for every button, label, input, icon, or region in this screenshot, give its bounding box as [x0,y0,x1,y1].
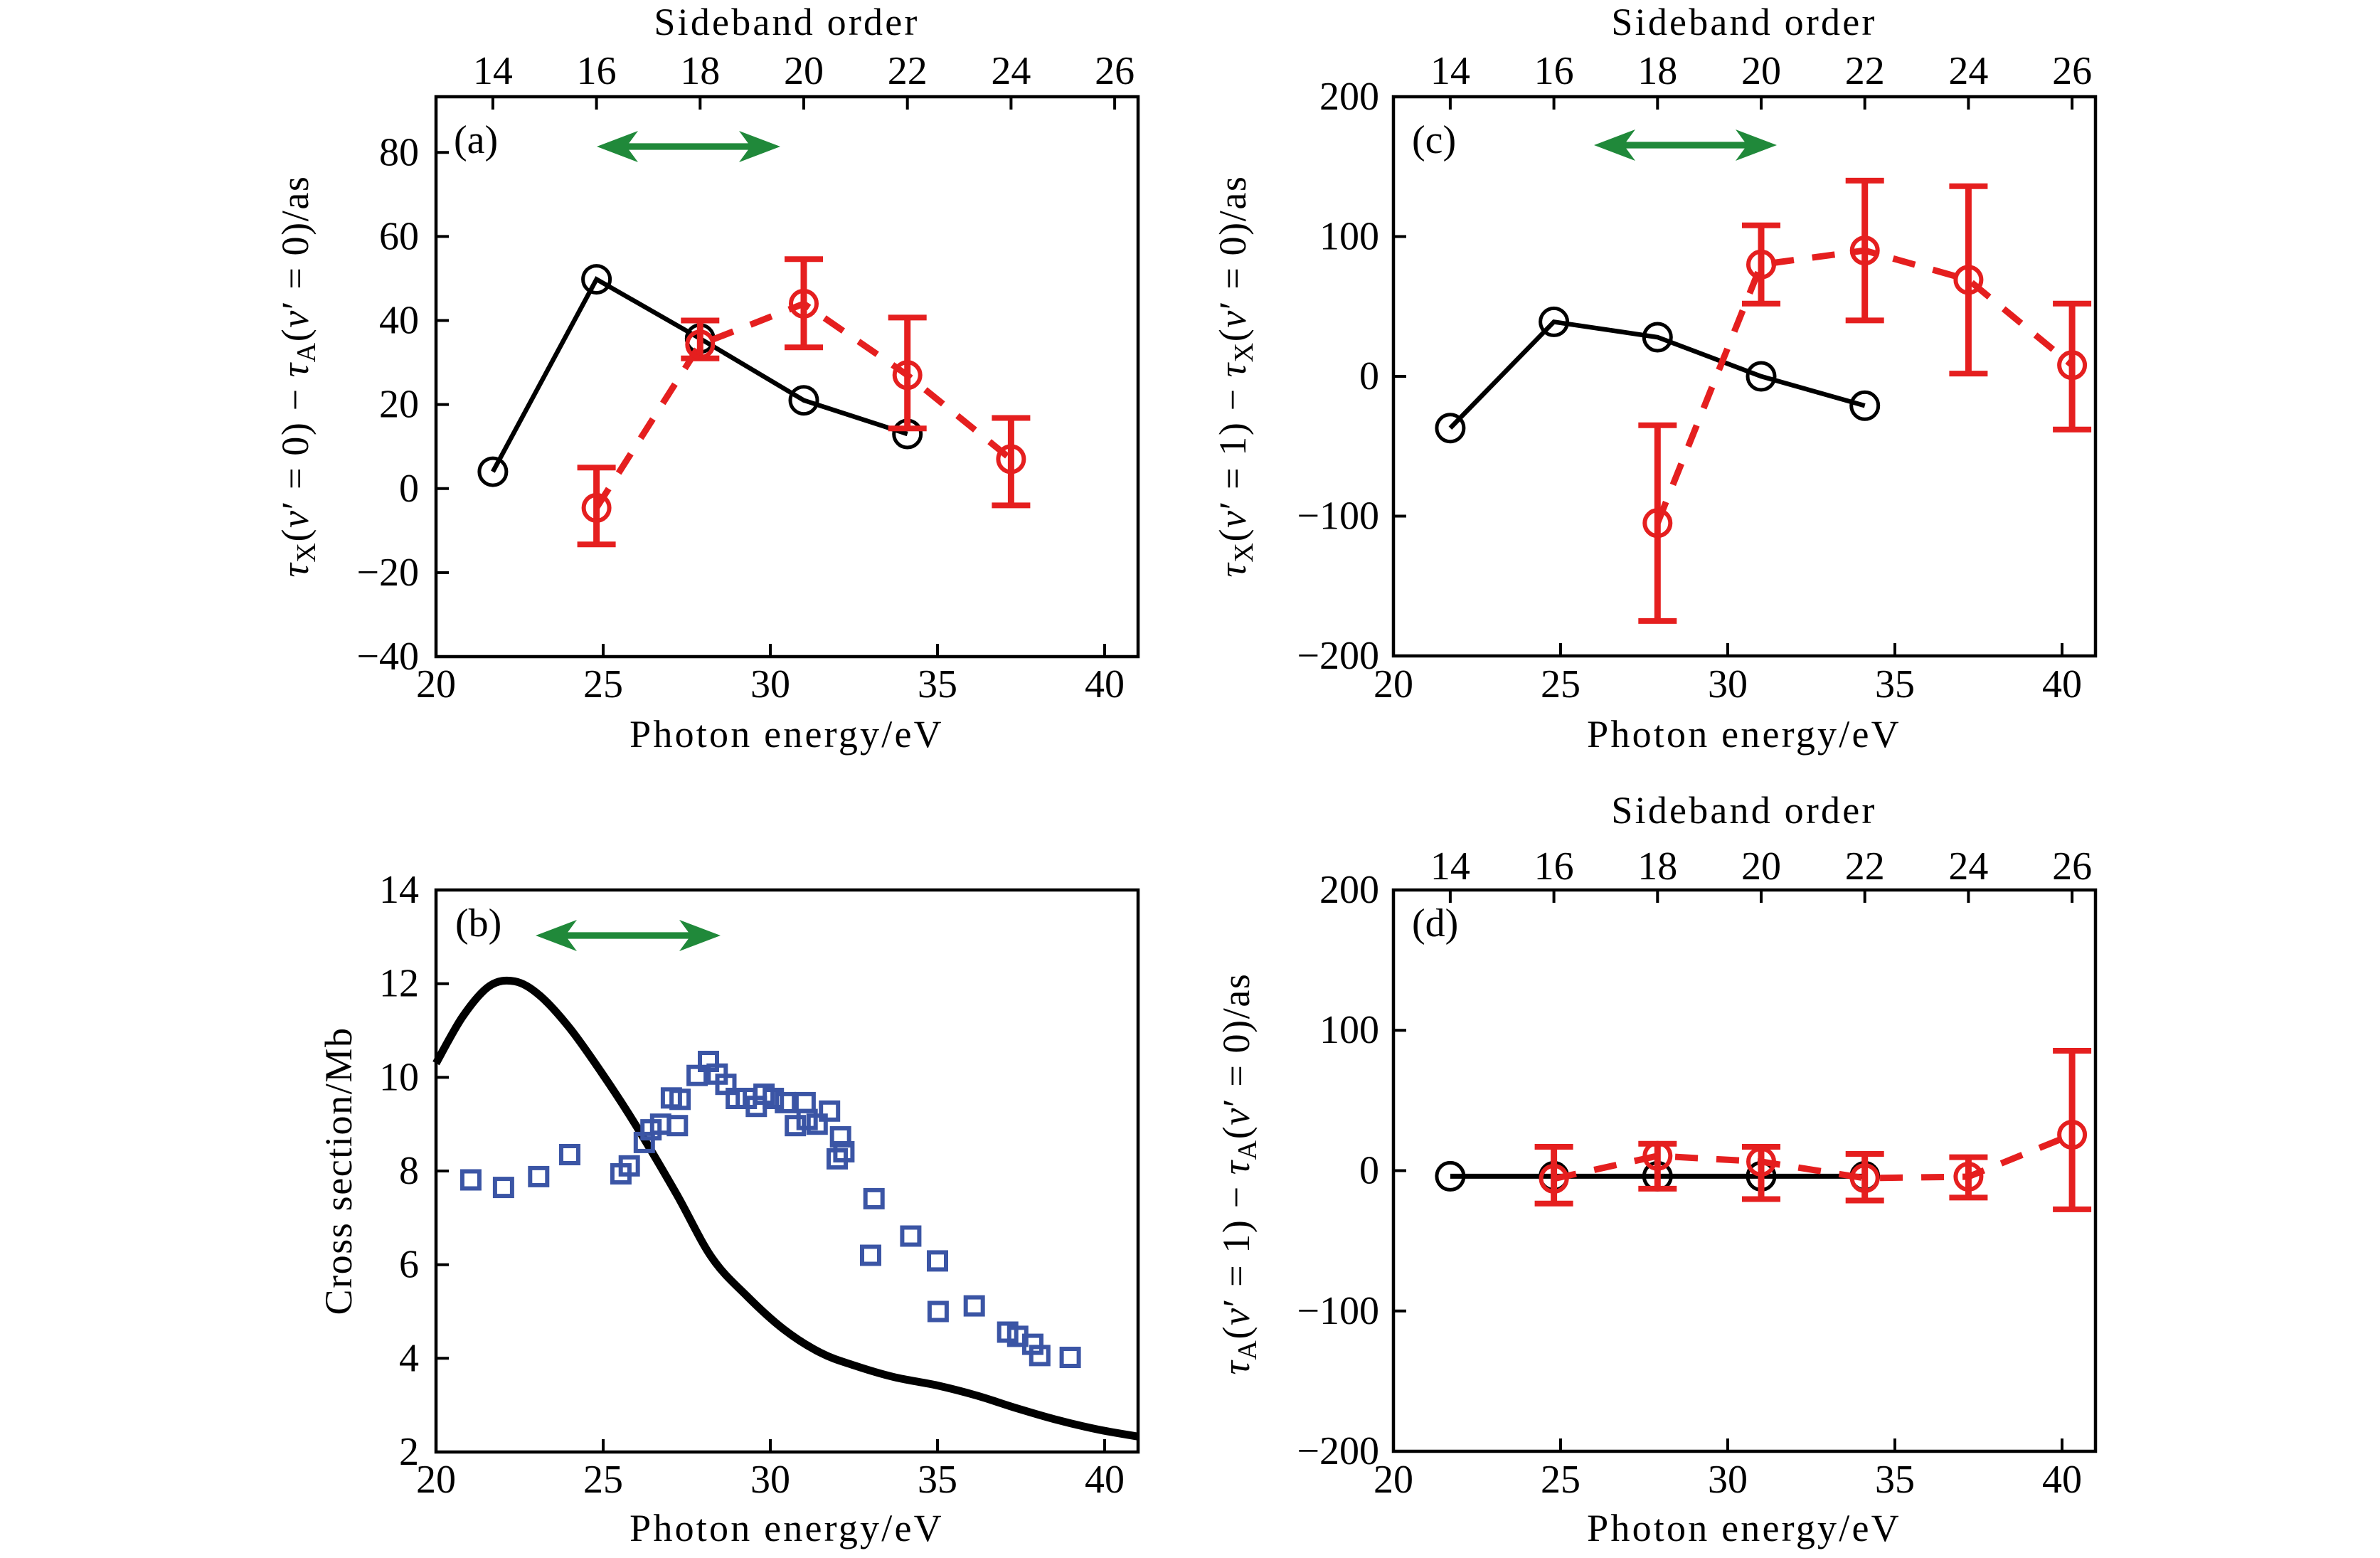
svg-text:200: 200 [1319,75,1379,119]
svg-text:(d): (d) [1412,901,1458,945]
svg-text:25: 25 [583,1458,623,1502]
svg-text:Sideband order: Sideband order [1611,1,1876,43]
svg-text:30: 30 [750,1458,790,1502]
svg-text:Photon energy/eV: Photon energy/eV [629,1507,944,1549]
svg-text:16: 16 [1534,844,1574,889]
svg-text:4: 4 [399,1336,419,1380]
svg-text:−100: −100 [1297,1289,1379,1333]
svg-text:25: 25 [1541,1458,1581,1502]
svg-text:Sideband order: Sideband order [1611,789,1876,832]
svg-text:26: 26 [2052,844,2092,889]
svg-text:40: 40 [1085,662,1125,706]
svg-text:30: 30 [1708,662,1748,706]
svg-text:25: 25 [583,662,623,706]
svg-text:60: 60 [379,214,419,258]
svg-text:22: 22 [1845,49,1885,93]
svg-text:6: 6 [399,1243,419,1287]
svg-text:30: 30 [1708,1458,1748,1502]
svg-text:14: 14 [1430,49,1470,93]
svg-text:16: 16 [1534,49,1574,93]
svg-text:2: 2 [399,1430,419,1474]
svg-text:30: 30 [750,662,790,706]
svg-text:τA(v′ = 1) − τA(v′ = 0)/as: τA(v′ = 1) − τA(v′ = 0)/as [1215,973,1263,1374]
svg-text:80: 80 [379,130,419,174]
svg-text:−200: −200 [1297,634,1379,678]
svg-text:20: 20 [784,49,824,93]
svg-text:−100: −100 [1297,494,1379,539]
svg-text:10: 10 [379,1055,419,1099]
svg-text:24: 24 [1948,844,1988,889]
svg-text:0: 0 [1359,1149,1379,1193]
svg-text:40: 40 [379,299,419,343]
svg-text:Photon energy/eV: Photon energy/eV [1587,713,1901,756]
svg-text:12: 12 [379,962,419,1006]
svg-text:Cross section/Mb: Cross section/Mb [317,1027,360,1315]
svg-text:τX(v′ = 0) − τA(v′ = 0)/as: τX(v′ = 0) − τA(v′ = 0)/as [274,175,322,577]
svg-text:20: 20 [1741,49,1781,93]
svg-text:26: 26 [1095,49,1135,93]
svg-text:40: 40 [2042,1458,2082,1502]
svg-text:35: 35 [918,1458,957,1502]
svg-text:22: 22 [888,49,928,93]
svg-text:26: 26 [2052,49,2092,93]
svg-text:16: 16 [577,49,617,93]
svg-text:τX(v′ = 1) − τX(v′ = 0)/as: τX(v′ = 1) − τX(v′ = 0)/as [1211,175,1259,577]
svg-text:14: 14 [379,868,419,912]
svg-text:Photon energy/eV: Photon energy/eV [629,713,944,756]
svg-text:14: 14 [473,49,513,93]
svg-text:0: 0 [1359,354,1379,398]
svg-text:40: 40 [1085,1458,1125,1502]
svg-text:−40: −40 [356,635,419,679]
svg-text:100: 100 [1319,215,1379,259]
svg-text:Photon energy/eV: Photon energy/eV [1587,1507,1901,1549]
svg-text:22: 22 [1845,844,1885,889]
svg-text:35: 35 [1875,1458,1915,1502]
svg-text:25: 25 [1541,662,1581,706]
svg-text:−20: −20 [356,551,419,595]
svg-text:−200: −200 [1297,1429,1379,1473]
svg-text:24: 24 [1948,49,1988,93]
svg-text:20: 20 [416,662,456,706]
svg-text:0: 0 [399,467,419,511]
svg-text:(b): (b) [455,901,501,945]
svg-text:20: 20 [1741,844,1781,889]
svg-text:20: 20 [379,383,419,427]
svg-text:200: 200 [1319,868,1379,912]
svg-text:35: 35 [1875,662,1915,706]
svg-text:(c): (c) [1412,118,1456,162]
svg-text:18: 18 [1637,49,1677,93]
svg-text:(a): (a) [454,118,498,162]
svg-text:8: 8 [399,1149,419,1193]
svg-text:20: 20 [416,1458,456,1502]
svg-text:18: 18 [1637,844,1677,889]
svg-text:35: 35 [918,662,957,706]
svg-text:20: 20 [1374,662,1413,706]
svg-text:100: 100 [1319,1008,1379,1052]
svg-text:18: 18 [680,49,720,93]
svg-text:40: 40 [2042,662,2082,706]
svg-text:Sideband order: Sideband order [654,1,919,43]
svg-text:14: 14 [1430,844,1470,889]
svg-text:24: 24 [991,49,1031,93]
svg-text:20: 20 [1374,1458,1413,1502]
